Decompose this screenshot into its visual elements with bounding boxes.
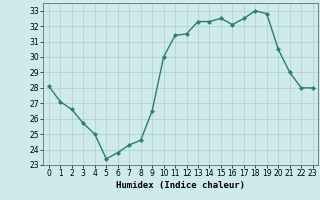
X-axis label: Humidex (Indice chaleur): Humidex (Indice chaleur) — [116, 181, 245, 190]
